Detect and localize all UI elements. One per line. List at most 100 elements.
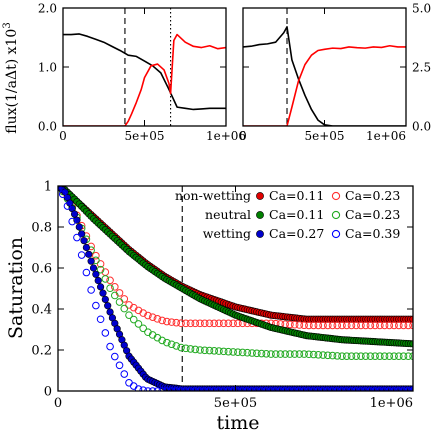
b-point <box>129 382 138 390</box>
b-point <box>92 270 100 278</box>
b-point <box>238 387 247 391</box>
b-point <box>96 265 105 274</box>
b-point <box>99 289 107 297</box>
b-point <box>111 283 119 291</box>
b-point <box>395 321 403 330</box>
b-point <box>347 321 356 330</box>
b-point <box>309 387 318 391</box>
b-point <box>409 340 413 348</box>
tr-y-tick-label: 5.0 <box>412 1 431 15</box>
top-left-y-axis-label: flux(1/aΔt) x103 <box>2 22 20 133</box>
b-series-2 <box>58 186 413 348</box>
legend-entry-label: Ca=0.11 <box>269 207 324 222</box>
b-point <box>139 309 147 317</box>
tl-x-tick-label: 0 <box>59 129 67 143</box>
b-point <box>96 315 105 324</box>
b-point <box>361 352 370 360</box>
b-point <box>186 319 195 328</box>
b-point <box>243 348 252 357</box>
b-point <box>196 319 204 328</box>
b-point <box>101 275 110 283</box>
b-point <box>94 276 102 285</box>
b-point <box>182 319 190 328</box>
tr-series-0 <box>243 26 406 126</box>
b-point <box>73 216 81 224</box>
b-point <box>357 352 365 360</box>
b-point <box>120 304 129 313</box>
b-point <box>219 387 228 391</box>
b-point <box>238 348 247 357</box>
b-point <box>243 387 252 391</box>
b-point <box>300 350 308 358</box>
b-point <box>257 387 266 391</box>
b-point <box>357 321 365 330</box>
b-point <box>253 387 261 391</box>
b-point <box>390 321 398 330</box>
b-point <box>319 351 327 359</box>
b-point <box>70 210 79 218</box>
b-point <box>300 321 308 330</box>
b-point <box>101 295 109 304</box>
b-point <box>148 313 157 322</box>
b-point <box>399 387 408 391</box>
b-y-tick-label: 0.2 <box>31 344 52 359</box>
b-point <box>395 387 403 391</box>
legend-marker <box>256 230 264 238</box>
b-point <box>229 387 237 391</box>
b-point <box>324 351 332 360</box>
b-point <box>286 320 294 329</box>
b-point <box>376 352 384 360</box>
b-point <box>210 319 218 328</box>
b-point <box>186 387 195 391</box>
b-point <box>205 387 214 391</box>
b-point <box>120 370 129 378</box>
legend-row-label: neutral <box>205 207 251 222</box>
bottom-x-axis-label: time <box>217 412 260 434</box>
b-point <box>224 387 233 391</box>
legend: non-wetting neutral wetting Ca=0.11 Ca=0.23 C… <box>175 188 400 241</box>
tr-x-tick-label: 0 <box>239 129 247 143</box>
b-x-tick-label: 0 <box>54 396 62 411</box>
b-point <box>380 352 389 360</box>
b-point <box>68 217 76 226</box>
tr-x-tick-label: 1e+06 <box>366 129 406 143</box>
b-point <box>182 387 190 391</box>
b-point <box>385 321 394 330</box>
b-point <box>172 387 181 391</box>
b-point <box>224 347 233 356</box>
b-point <box>333 321 342 330</box>
b-point <box>177 319 185 328</box>
b-x-tick-label: 5e+05 <box>214 396 257 411</box>
b-point <box>342 321 351 330</box>
b-point <box>134 385 143 391</box>
b-point <box>158 316 166 325</box>
b-point <box>267 350 275 358</box>
b-point <box>196 346 204 354</box>
legend-marker <box>256 192 264 200</box>
b-point <box>371 387 379 391</box>
tl-y-tick-label: 0.0 <box>38 119 57 133</box>
b-point <box>305 321 313 330</box>
b-point <box>224 319 233 328</box>
tr-y-tick-label: 2.5 <box>412 60 431 74</box>
b-point <box>191 387 200 391</box>
b-point <box>286 387 294 391</box>
b-point <box>115 298 124 306</box>
b-point <box>163 317 171 326</box>
b-point <box>215 319 223 328</box>
b-point <box>167 318 176 326</box>
b-point <box>111 291 119 300</box>
tl-x-tick-label: 1e+06 <box>206 129 246 143</box>
b-point <box>87 286 95 294</box>
b-y-tick-label: 0 <box>44 385 52 400</box>
b-point <box>163 387 171 391</box>
b-point <box>111 352 119 361</box>
b-point <box>305 387 313 391</box>
b-point <box>167 340 176 349</box>
legend-row-label: wetting <box>203 226 251 241</box>
b-point <box>177 387 185 391</box>
b-point <box>333 352 342 360</box>
tl-y-tick-label: 2.0 <box>38 1 57 15</box>
b-point <box>200 387 209 391</box>
